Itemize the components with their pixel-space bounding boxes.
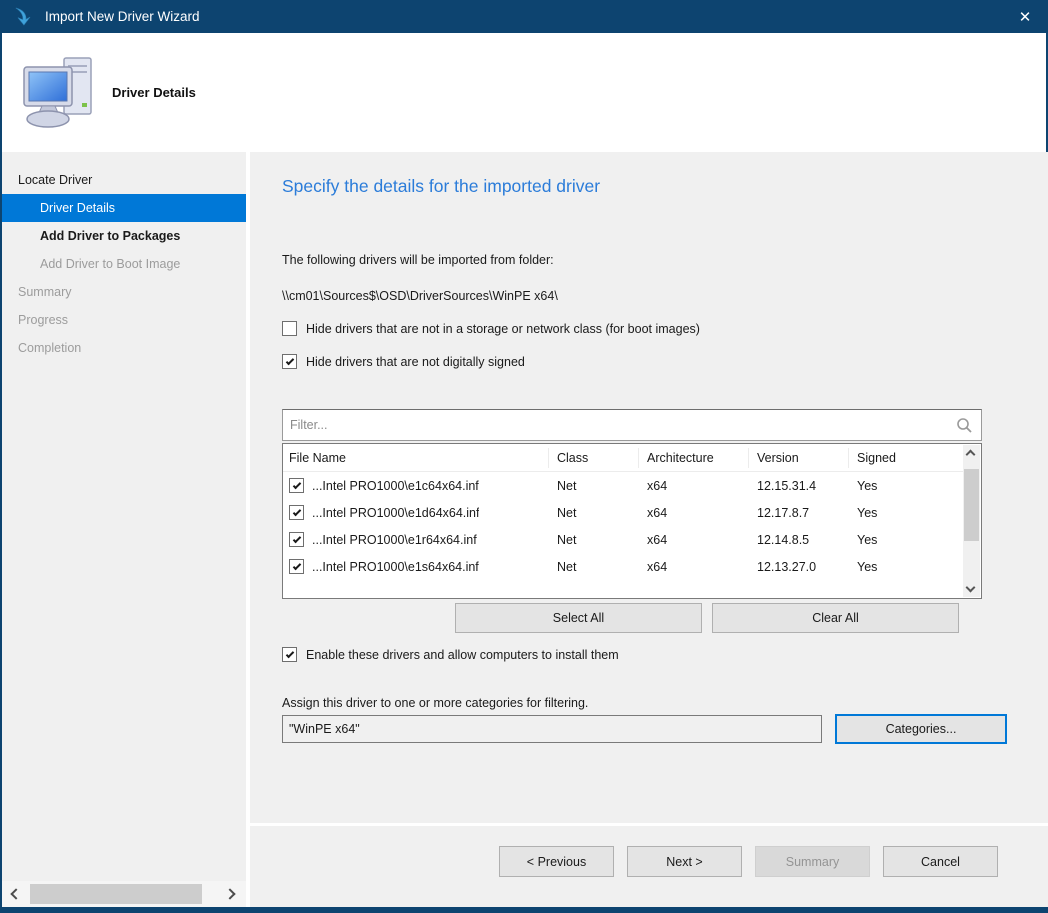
nav-item[interactable]: Add Driver to Packages — [2, 222, 246, 250]
window-title: Import New Driver Wizard — [45, 9, 200, 24]
row-signed: Yes — [857, 532, 878, 547]
wizard-header: Driver Details — [2, 33, 1046, 152]
page-title: Specify the details for the imported dri… — [282, 176, 601, 196]
row-file-name: ...Intel PRO1000\e1c64x64.inf — [312, 478, 479, 493]
previous-button[interactable]: < Previous — [499, 846, 614, 877]
enable-drivers-checkbox-row[interactable]: Enable these drivers and allow computers… — [282, 647, 1007, 662]
category-row: Categories... — [282, 714, 1007, 744]
assign-category-label: Assign this driver to one or more catego… — [282, 696, 589, 710]
row-version: 12.15.31.4 — [757, 478, 817, 493]
hide-unsigned-label: Hide drivers that are not digitally sign… — [306, 354, 525, 369]
close-icon[interactable]: ✕ — [1018, 8, 1032, 26]
intro-text: The following drivers will be imported f… — [282, 253, 554, 267]
nav-item-label: Completion — [18, 341, 82, 355]
row-file-name: ...Intel PRO1000\e1s64x64.inf — [312, 559, 479, 574]
row-signed: Yes — [857, 559, 878, 574]
sidebar-horizontal-scrollbar[interactable] — [2, 881, 246, 907]
chevron-left-icon[interactable] — [10, 888, 22, 900]
nav-item[interactable]: Driver Details — [2, 194, 246, 222]
wizard-content: Specify the details for the imported dri… — [250, 152, 1048, 907]
wizard-page-title: Driver Details — [112, 85, 196, 100]
row-class: Net — [557, 478, 577, 493]
category-input[interactable] — [282, 715, 822, 743]
hide-storage-checkbox-row[interactable]: Hide drivers that are not in a storage o… — [282, 321, 1007, 336]
folder-path: \\cm01\Sources$\OSD\DriverSources\WinPE … — [282, 289, 558, 303]
nav-item[interactable]: Progress — [2, 306, 246, 334]
table-vertical-scrollbar[interactable] — [963, 445, 980, 597]
nav-item-label: Add Driver to Packages — [40, 229, 181, 243]
row-signed: Yes — [857, 478, 878, 493]
column-header-signed[interactable]: Signed — [857, 450, 896, 465]
row-version: 12.14.8.5 — [757, 532, 810, 547]
nav-item-label: Progress — [18, 313, 69, 327]
table-row[interactable]: ...Intel PRO1000\e1s64x64.inf Net x64 12… — [283, 553, 963, 580]
search-icon — [957, 418, 972, 433]
categories-button[interactable]: Categories... — [835, 714, 1007, 744]
nav-item[interactable]: Add Driver to Boot Image — [2, 250, 246, 278]
column-header-version[interactable]: Version — [749, 447, 849, 468]
table-row[interactable]: ...Intel PRO1000\e1c64x64.inf Net x64 12… — [283, 472, 963, 499]
chevron-up-icon[interactable] — [965, 449, 976, 460]
row-architecture: x64 — [647, 532, 668, 547]
row-checkbox[interactable] — [289, 478, 304, 493]
hide-storage-checkbox[interactable] — [282, 321, 297, 336]
row-version: 12.17.8.7 — [757, 505, 810, 520]
filter-box — [282, 409, 982, 441]
hide-unsigned-checkbox[interactable] — [282, 354, 297, 369]
row-architecture: x64 — [647, 559, 668, 574]
chevron-down-icon[interactable] — [965, 582, 976, 593]
wizard-sidebar: Locate Driver Driver Details Add Driver … — [2, 152, 246, 907]
row-checkbox[interactable] — [289, 532, 304, 547]
wizard-nav: Locate Driver Driver Details Add Driver … — [2, 152, 246, 362]
nav-item-label: Add Driver to Boot Image — [40, 257, 181, 271]
nav-item[interactable]: Locate Driver — [2, 166, 246, 194]
column-header-file-name[interactable]: File Name — [283, 447, 549, 468]
table-row[interactable]: ...Intel PRO1000\e1r64x64.inf Net x64 12… — [283, 526, 963, 553]
scrollbar-thumb[interactable] — [30, 884, 202, 904]
chevron-right-icon[interactable] — [224, 888, 236, 900]
select-all-button[interactable]: Select All — [455, 603, 702, 633]
row-architecture: x64 — [647, 478, 668, 493]
content-main: Specify the details for the imported dri… — [250, 152, 1048, 823]
driver-table-header: File Name Class Architecture Version Sig… — [283, 444, 963, 472]
nav-item-label: Locate Driver — [18, 173, 93, 187]
selection-buttons: Select All Clear All — [455, 603, 1007, 633]
summary-button: Summary — [755, 846, 870, 877]
table-row[interactable]: ...Intel PRO1000\e1d64x64.inf Net x64 12… — [283, 499, 963, 526]
computer-icon — [23, 56, 92, 128]
wizard-arrow-icon — [15, 7, 31, 26]
column-header-architecture[interactable]: Architecture — [639, 447, 749, 468]
row-checkbox[interactable] — [289, 505, 304, 520]
enable-drivers-checkbox[interactable] — [282, 647, 297, 662]
nav-item[interactable]: Completion — [2, 334, 246, 362]
row-checkbox[interactable] — [289, 559, 304, 574]
row-file-name: ...Intel PRO1000\e1d64x64.inf — [312, 505, 480, 520]
row-version: 12.13.27.0 — [757, 559, 817, 574]
filter-input[interactable] — [283, 410, 981, 440]
driver-table: File Name Class Architecture Version Sig… — [282, 443, 982, 599]
row-architecture: x64 — [647, 505, 668, 520]
row-file-name: ...Intel PRO1000\e1r64x64.inf — [312, 532, 477, 547]
driver-table-body: ...Intel PRO1000\e1c64x64.inf Net x64 12… — [283, 472, 981, 580]
cancel-button[interactable]: Cancel — [883, 846, 998, 877]
clear-all-button[interactable]: Clear All — [712, 603, 959, 633]
nav-item[interactable]: Summary — [2, 278, 246, 306]
row-signed: Yes — [857, 505, 878, 520]
next-button[interactable]: Next > — [627, 846, 742, 877]
row-class: Net — [557, 559, 577, 574]
wizard-body: Locate Driver Driver Details Add Driver … — [2, 152, 1048, 907]
wizard-footer: < Previous Next > Summary Cancel — [250, 823, 1048, 907]
titlebar: Import New Driver Wizard ✕ — [0, 0, 1048, 33]
nav-item-label: Driver Details — [40, 201, 116, 215]
enable-drivers-label: Enable these drivers and allow computers… — [306, 647, 619, 662]
row-class: Net — [557, 532, 577, 547]
row-class: Net — [557, 505, 577, 520]
hide-unsigned-checkbox-row[interactable]: Hide drivers that are not digitally sign… — [282, 354, 1007, 369]
column-header-class[interactable]: Class — [549, 447, 639, 468]
nav-item-label: Summary — [18, 285, 72, 299]
hide-storage-label: Hide drivers that are not in a storage o… — [306, 321, 700, 336]
scrollbar-thumb[interactable] — [964, 469, 979, 541]
